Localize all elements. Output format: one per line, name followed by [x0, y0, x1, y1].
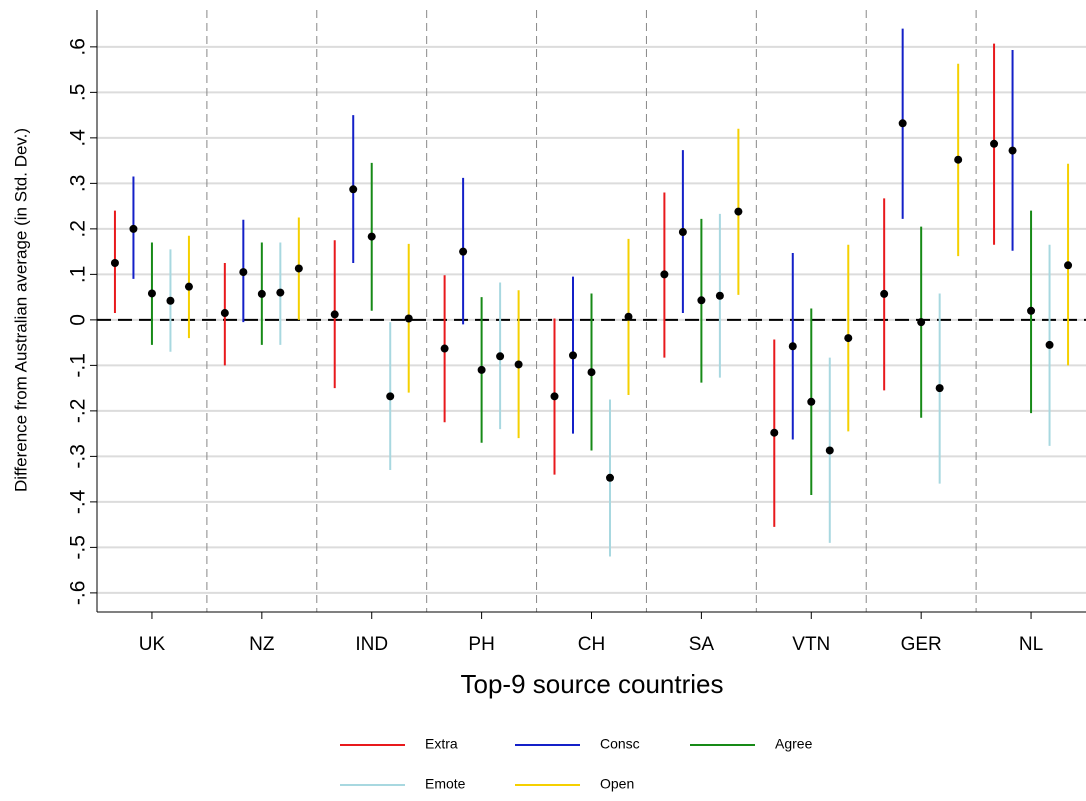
- point-estimate: [220, 309, 229, 318]
- legend-label: Open: [600, 776, 634, 792]
- point-estimate: [440, 344, 449, 353]
- point-estimate: [166, 296, 175, 305]
- y-tick-label: -.4: [67, 489, 90, 514]
- x-tick-label: IND: [355, 634, 388, 655]
- point-estimate: [477, 365, 486, 374]
- point-estimate: [1064, 261, 1073, 270]
- point-estimate: [349, 185, 358, 194]
- point-estimate: [770, 428, 779, 437]
- y-tick-label: 0: [67, 314, 90, 326]
- point-estimate: [294, 264, 303, 273]
- legend-label: Agree: [775, 736, 813, 752]
- point-estimate: [404, 314, 413, 323]
- point-estimate: [954, 155, 963, 164]
- x-tick-label: NL: [1019, 634, 1043, 655]
- y-tick-label: .2: [67, 220, 90, 238]
- x-tick-label: PH: [468, 634, 494, 655]
- x-tick-label: CH: [578, 634, 605, 655]
- point-estimate: [880, 289, 889, 298]
- point-estimate: [367, 232, 376, 241]
- y-tick-label: -.2: [67, 399, 90, 424]
- point-estimate: [514, 360, 523, 369]
- y-tick-label: .6: [67, 38, 90, 56]
- point-estimate: [276, 288, 285, 297]
- x-tick-label: UK: [139, 634, 166, 655]
- x-tick-label: NZ: [249, 634, 275, 655]
- point-estimate: [184, 282, 193, 291]
- point-estimate: [496, 352, 505, 361]
- y-tick-label: -.3: [67, 444, 90, 469]
- legend-label: Consc: [600, 736, 640, 752]
- point-estimate: [788, 342, 797, 351]
- point-estimate: [1008, 146, 1017, 155]
- point-estimate: [239, 268, 248, 277]
- point-estimate: [1027, 306, 1036, 315]
- y-tick-label: -.1: [67, 353, 90, 378]
- point-estimate: [587, 368, 596, 377]
- point-estimate: [624, 312, 633, 321]
- point-estimate: [678, 228, 687, 237]
- x-axis-label: Top-9 source countries: [460, 669, 723, 699]
- point-estimate: [825, 446, 834, 455]
- y-tick-label: .4: [67, 129, 90, 147]
- point-estimate: [550, 392, 559, 401]
- point-estimate: [660, 270, 669, 279]
- y-tick-label: -.5: [67, 535, 90, 560]
- point-estimate: [1045, 340, 1054, 349]
- point-estimate: [715, 291, 724, 300]
- point-estimate: [917, 318, 926, 327]
- point-estimate: [110, 258, 119, 267]
- point-estimate: [459, 247, 468, 256]
- legend-label: Extra: [425, 736, 458, 752]
- legend-label: Emote: [425, 776, 466, 792]
- point-estimate: [697, 296, 706, 305]
- point-estimate: [257, 289, 266, 298]
- point-estimate: [844, 334, 853, 343]
- y-axis-label: Difference from Australian average (in S…: [11, 128, 30, 492]
- point-estimate: [569, 351, 577, 360]
- point-estimate: [129, 224, 138, 233]
- point-estimate: [606, 473, 614, 482]
- point-estimate: [990, 139, 999, 148]
- point-estimate: [386, 392, 395, 401]
- point-estimate: [807, 397, 816, 406]
- point-estimate: [898, 119, 907, 128]
- y-tick-label: .5: [67, 84, 90, 102]
- x-tick-label: GER: [901, 634, 942, 655]
- y-tick-label: .3: [67, 175, 90, 193]
- point-estimate: [935, 384, 944, 393]
- point-estimate: [734, 207, 743, 216]
- x-tick-label: SA: [689, 634, 715, 655]
- y-tick-label: -.6: [67, 581, 90, 606]
- y-tick-label: .1: [67, 266, 90, 284]
- point-estimate: [330, 310, 339, 319]
- x-tick-label: VTN: [792, 634, 830, 655]
- point-estimate: [147, 289, 156, 298]
